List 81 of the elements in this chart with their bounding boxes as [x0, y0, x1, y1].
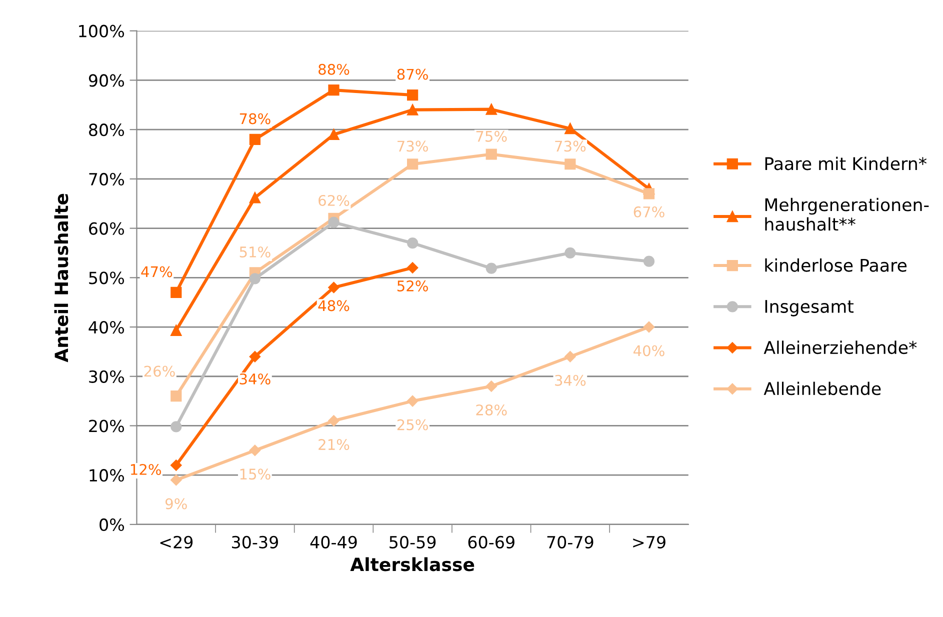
point: [407, 238, 418, 249]
point: [249, 134, 261, 145]
point: [643, 321, 655, 333]
point: [170, 286, 182, 298]
y-tick-label: 0%: [100, 518, 124, 532]
point: [170, 474, 182, 486]
data-label: 47%: [141, 266, 172, 278]
data-label: 75%: [476, 130, 507, 142]
data-label: 51%: [240, 246, 270, 258]
data-label: 25%: [397, 419, 428, 430]
legend-label: kinderlose Paare: [765, 258, 907, 272]
y-tick-label: 30%: [89, 370, 124, 383]
point: [328, 415, 340, 426]
point: [328, 282, 340, 294]
y-tick-label: 100%: [79, 24, 124, 38]
point: [486, 262, 497, 274]
point: [170, 460, 182, 471]
legend-label: Insgesamt: [765, 300, 854, 316]
x-tick-label: 60-69: [468, 536, 514, 548]
y-tick-label: 50%: [89, 272, 124, 284]
data-label: 28%: [476, 404, 507, 416]
legend-label: Paare mit Kindern*: [765, 156, 927, 170]
point: [564, 158, 576, 170]
y-tick-label: 40%: [88, 320, 124, 334]
point: [249, 444, 261, 456]
legend-label: Alleinerziehende*: [764, 340, 917, 354]
data-label: 78%: [240, 113, 270, 124]
point: [249, 351, 261, 362]
point: [407, 104, 418, 116]
point: [486, 380, 497, 392]
point: [170, 390, 182, 402]
data-label: 40%: [633, 345, 664, 356]
x-tick-label: <29: [160, 536, 193, 548]
data-label: 34%: [240, 373, 270, 384]
point: [486, 104, 497, 115]
y-tick-label: 20%: [89, 420, 124, 432]
point: [643, 256, 655, 267]
point: [170, 324, 182, 336]
y-tick-label: 80%: [89, 124, 124, 136]
x-tick-label: >79: [633, 536, 666, 548]
point: [249, 273, 261, 284]
x-tick-label: 40-49: [310, 536, 357, 548]
point: [328, 84, 340, 96]
data-label: 88%: [318, 64, 350, 75]
legend-label: Alleinlebende: [764, 382, 881, 396]
data-label: 26%: [144, 366, 175, 377]
point: [170, 421, 182, 432]
x-tick-label: 30-39: [232, 536, 278, 548]
point: [564, 351, 576, 362]
point: [249, 192, 261, 204]
point: [643, 188, 655, 200]
data-label: 87%: [397, 68, 428, 80]
point: [328, 128, 340, 140]
data-label: 12%: [130, 464, 161, 476]
y-tick-label: 60%: [89, 222, 124, 235]
data-label: 48%: [318, 300, 350, 312]
point: [486, 148, 497, 160]
point: [406, 262, 418, 274]
x-axis-title: Altersklasse: [350, 557, 474, 572]
point: [406, 395, 418, 407]
data-label: 73%: [398, 140, 428, 152]
data-label: 73%: [555, 140, 586, 152]
point: [564, 247, 576, 259]
data-label: 34%: [555, 374, 586, 386]
y-tick-label: 90%: [88, 74, 124, 87]
x-tick-label: 50-59: [390, 536, 436, 548]
point: [407, 89, 418, 101]
x-tick-label: 70-79: [547, 536, 594, 548]
point: [328, 216, 340, 228]
data-label: 67%: [634, 206, 664, 218]
point: [564, 123, 576, 134]
point: [407, 158, 418, 170]
y-tick-label: 70%: [89, 172, 124, 186]
y-axis-title: Anteil Haushalte: [54, 194, 68, 362]
y-tick-label: 10%: [90, 469, 124, 482]
data-label: 62%: [318, 194, 350, 206]
data-label: 21%: [318, 438, 350, 450]
data-label: 15%: [240, 468, 270, 480]
data-label: 9%: [165, 498, 187, 510]
data-label: 52%: [397, 280, 428, 292]
legend-label: Mehrgenerationen- haushalt**: [765, 198, 929, 231]
